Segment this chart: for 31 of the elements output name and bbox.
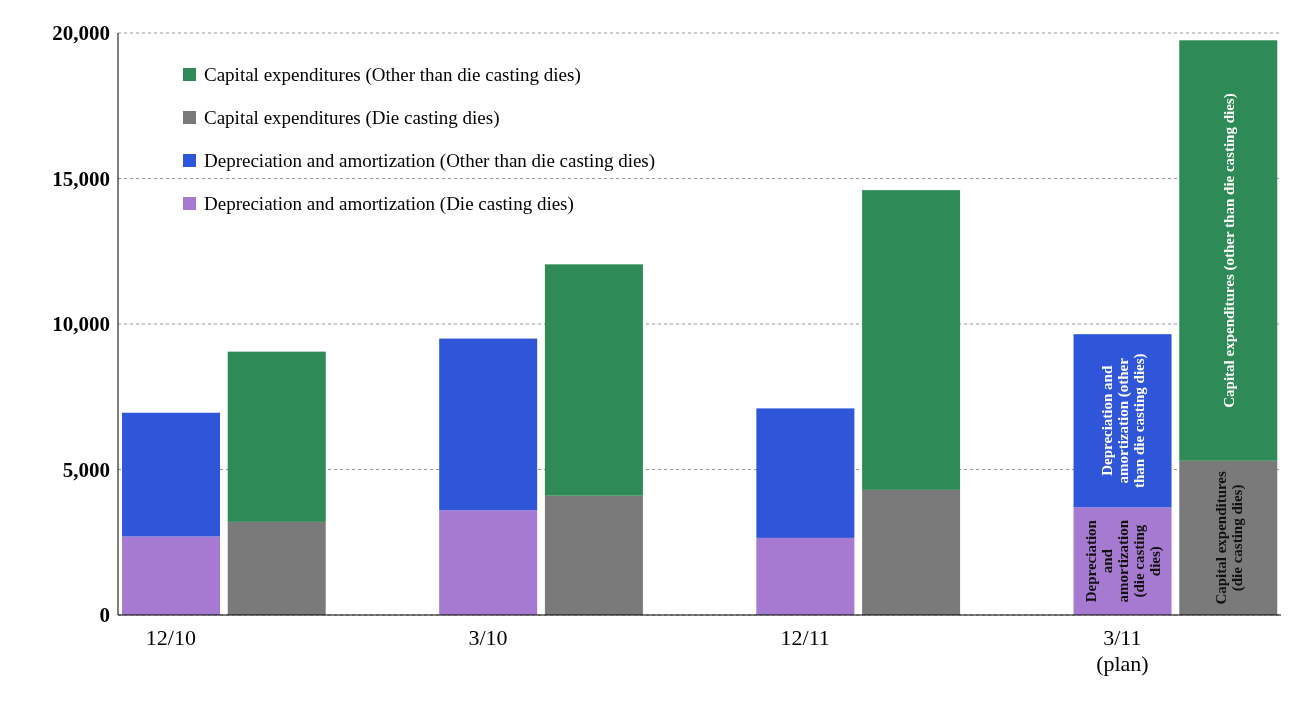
y-tick-label: 20,000	[52, 21, 110, 46]
annotation: Depreciation and amortization (die casting dies)	[1082, 519, 1164, 603]
y-tick-label: 0	[99, 603, 110, 628]
x-tick-label: 12/10	[145, 625, 196, 650]
bar	[544, 495, 643, 615]
y-tick-label: 15,000	[52, 166, 110, 191]
legend-label: Capital expenditures (Other than die casting dies)	[204, 63, 581, 86]
legend-label: Capital expenditures (Die casting dies)	[204, 106, 500, 129]
bar	[862, 190, 961, 490]
x-tick-label: 3/10	[468, 625, 508, 650]
x-tick-label: 12/11	[780, 625, 830, 650]
x-tick-label: 3/11 (plan)	[1096, 625, 1149, 676]
annotation: Capital expenditures (other than die casting dies)	[1220, 93, 1238, 408]
bar	[1179, 460, 1278, 615]
y-tick-label: 5,000	[62, 457, 110, 482]
legend-label: Depreciation and amortization (Die casting dies)	[204, 192, 574, 215]
bar	[122, 412, 220, 537]
annotation: Depreciation and amortization (other than die casting dies)	[1098, 353, 1148, 489]
bar	[1179, 40, 1278, 461]
bar	[439, 510, 538, 615]
annotation: Capital expenditures (die casting dies)	[1212, 470, 1246, 605]
bar	[227, 351, 326, 522]
bar	[756, 408, 855, 538]
bar	[227, 521, 326, 615]
bar	[544, 264, 643, 496]
bar	[439, 338, 538, 511]
bar	[122, 536, 220, 615]
bar	[756, 537, 855, 615]
y-tick-label: 10,000	[52, 312, 110, 337]
legend-label: Depreciation and amortization (Other than die casting dies)	[204, 149, 656, 172]
bar	[862, 489, 961, 615]
